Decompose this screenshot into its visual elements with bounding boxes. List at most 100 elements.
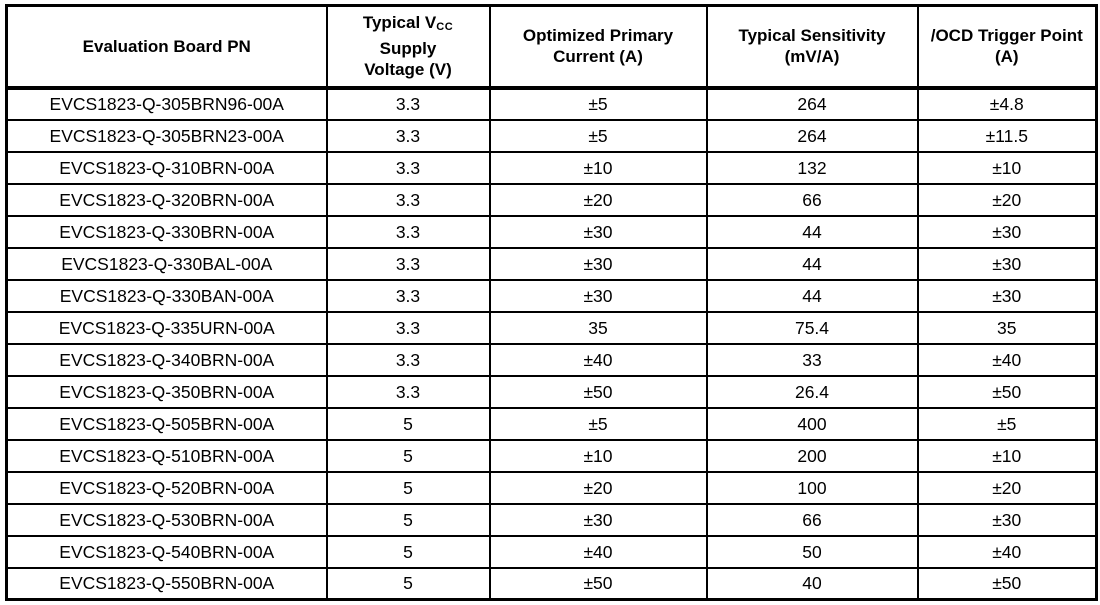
header-vcc-supply-voltage: Typical VCC Supply Voltage (V) (325, 4, 491, 90)
cell-ocd-trigger-point: ±30 (916, 502, 1098, 537)
cell-ocd-trigger-point: ±50 (916, 374, 1098, 409)
table-row: EVCS1823-Q-350BRN-00A 3.3 ±50 26.4 ±50 (5, 374, 1098, 409)
cell-optimized-primary-current: ±10 (488, 150, 708, 185)
cell-evaluation-board-pn: EVCS1823-Q-520BRN-00A (5, 470, 328, 505)
cell-evaluation-board-pn: EVCS1823-Q-340BRN-00A (5, 342, 328, 377)
cell-evaluation-board-pn: EVCS1823-Q-330BAN-00A (5, 278, 328, 313)
cell-evaluation-board-pn: EVCS1823-Q-540BRN-00A (5, 534, 328, 569)
table-row: EVCS1823-Q-505BRN-00A 5 ±5 400 ±5 (5, 406, 1098, 441)
cell-ocd-trigger-point: ±30 (916, 278, 1098, 313)
cell-optimized-primary-current: ±50 (488, 374, 708, 409)
table-row: EVCS1823-Q-330BRN-00A 3.3 ±30 44 ±30 (5, 214, 1098, 249)
cell-typical-sensitivity: 44 (705, 214, 919, 249)
cell-vcc-supply-voltage: 3.3 (325, 214, 491, 249)
header-vcc-line3: Voltage (V) (364, 60, 452, 80)
cell-vcc-supply-voltage: 3.3 (325, 118, 491, 153)
table-row: EVCS1823-Q-305BRN23-00A 3.3 ±5 264 ±11.5 (5, 118, 1098, 153)
cell-typical-sensitivity: 400 (705, 406, 919, 441)
cell-typical-sensitivity: 66 (705, 182, 919, 217)
cell-vcc-supply-voltage: 3.3 (325, 150, 491, 185)
header-ocd-trigger-point: /OCD Trigger Point (A) (916, 4, 1098, 90)
cell-vcc-supply-voltage: 5 (325, 438, 491, 473)
cell-ocd-trigger-point: ±30 (916, 246, 1098, 281)
table-row: EVCS1823-Q-520BRN-00A 5 ±20 100 ±20 (5, 470, 1098, 505)
cell-vcc-supply-voltage: 3.3 (325, 246, 491, 281)
cell-vcc-supply-voltage: 5 (325, 406, 491, 441)
table-row: EVCS1823-Q-510BRN-00A 5 ±10 200 ±10 (5, 438, 1098, 473)
cell-typical-sensitivity: 26.4 (705, 374, 919, 409)
cell-optimized-primary-current: ±40 (488, 534, 708, 569)
cell-typical-sensitivity: 44 (705, 278, 919, 313)
cell-evaluation-board-pn: EVCS1823-Q-335URN-00A (5, 310, 328, 345)
cell-vcc-supply-voltage: 5 (325, 534, 491, 569)
cell-evaluation-board-pn: EVCS1823-Q-505BRN-00A (5, 406, 328, 441)
cell-typical-sensitivity: 50 (705, 534, 919, 569)
cell-optimized-primary-current: ±50 (488, 566, 708, 601)
table-row: EVCS1823-Q-310BRN-00A 3.3 ±10 132 ±10 (5, 150, 1098, 185)
cell-vcc-supply-voltage: 5 (325, 566, 491, 601)
cell-vcc-supply-voltage: 3.3 (325, 86, 491, 121)
header-optimized-primary-current: Optimized Primary Current (A) (488, 4, 708, 90)
cell-optimized-primary-current: ±30 (488, 214, 708, 249)
cell-evaluation-board-pn: EVCS1823-Q-320BRN-00A (5, 182, 328, 217)
cell-ocd-trigger-point: ±40 (916, 342, 1098, 377)
table-row: EVCS1823-Q-530BRN-00A 5 ±30 66 ±30 (5, 502, 1098, 537)
cell-ocd-trigger-point: ±30 (916, 214, 1098, 249)
header-vcc-line1: Typical VCC (332, 12, 485, 38)
cell-typical-sensitivity: 44 (705, 246, 919, 281)
cell-typical-sensitivity: 200 (705, 438, 919, 473)
cell-optimized-primary-current: ±5 (488, 406, 708, 441)
cell-evaluation-board-pn: EVCS1823-Q-330BRN-00A (5, 214, 328, 249)
cell-optimized-primary-current: 35 (488, 310, 708, 345)
cell-vcc-supply-voltage: 5 (325, 502, 491, 537)
cell-ocd-trigger-point: ±5 (916, 406, 1098, 441)
cell-vcc-supply-voltage: 3.3 (325, 342, 491, 377)
cell-optimized-primary-current: ±40 (488, 342, 708, 377)
cell-vcc-supply-voltage: 3.3 (325, 182, 491, 217)
table-header-row: Evaluation Board PN Typical VCC Supply V… (5, 4, 1098, 90)
cell-typical-sensitivity: 33 (705, 342, 919, 377)
cell-optimized-primary-current: ±30 (488, 502, 708, 537)
cell-ocd-trigger-point: ±50 (916, 566, 1098, 601)
cell-optimized-primary-current: ±30 (488, 246, 708, 281)
header-evaluation-board-pn: Evaluation Board PN (5, 4, 328, 90)
table-row: EVCS1823-Q-305BRN96-00A 3.3 ±5 264 ±4.8 (5, 86, 1098, 121)
cell-typical-sensitivity: 66 (705, 502, 919, 537)
table-row: EVCS1823-Q-320BRN-00A 3.3 ±20 66 ±20 (5, 182, 1098, 217)
cell-optimized-primary-current: ±20 (488, 182, 708, 217)
cell-typical-sensitivity: 100 (705, 470, 919, 505)
cell-ocd-trigger-point: ±20 (916, 182, 1098, 217)
table-row: EVCS1823-Q-335URN-00A 3.3 35 75.4 35 (5, 310, 1098, 345)
cell-evaluation-board-pn: EVCS1823-Q-530BRN-00A (5, 502, 328, 537)
cell-evaluation-board-pn: EVCS1823-Q-510BRN-00A (5, 438, 328, 473)
cell-optimized-primary-current: ±10 (488, 438, 708, 473)
cell-vcc-supply-voltage: 3.3 (325, 374, 491, 409)
header-vcc-line2: Supply (379, 39, 437, 59)
cell-typical-sensitivity: 264 (705, 118, 919, 153)
cell-ocd-trigger-point: ±10 (916, 150, 1098, 185)
table-row: EVCS1823-Q-340BRN-00A 3.3 ±40 33 ±40 (5, 342, 1098, 377)
cell-optimized-primary-current: ±30 (488, 278, 708, 313)
cell-vcc-supply-voltage: 3.3 (325, 278, 491, 313)
cell-optimized-primary-current: ±20 (488, 470, 708, 505)
evaluation-board-spec-table: Evaluation Board PN Typical VCC Supply V… (5, 4, 1098, 601)
cell-evaluation-board-pn: EVCS1823-Q-350BRN-00A (5, 374, 328, 409)
header-vcc-subscript: CC (436, 21, 454, 34)
header-vcc-main-text: Typical V (362, 13, 437, 33)
cell-ocd-trigger-point: ±4.8 (916, 86, 1098, 121)
cell-evaluation-board-pn: EVCS1823-Q-550BRN-00A (5, 566, 328, 601)
cell-evaluation-board-pn: EVCS1823-Q-305BRN96-00A (5, 86, 328, 121)
cell-typical-sensitivity: 264 (705, 86, 919, 121)
cell-ocd-trigger-point: 35 (916, 310, 1098, 345)
cell-optimized-primary-current: ±5 (488, 118, 708, 153)
cell-evaluation-board-pn: EVCS1823-Q-305BRN23-00A (5, 118, 328, 153)
table-row: EVCS1823-Q-550BRN-00A 5 ±50 40 ±50 (5, 566, 1098, 601)
header-typical-sensitivity: Typical Sensitivity (mV/A) (705, 4, 919, 90)
cell-ocd-trigger-point: ±20 (916, 470, 1098, 505)
cell-ocd-trigger-point: ±11.5 (916, 118, 1098, 153)
cell-evaluation-board-pn: EVCS1823-Q-310BRN-00A (5, 150, 328, 185)
cell-optimized-primary-current: ±5 (488, 86, 708, 121)
table-row: EVCS1823-Q-540BRN-00A 5 ±40 50 ±40 (5, 534, 1098, 569)
cell-ocd-trigger-point: ±10 (916, 438, 1098, 473)
